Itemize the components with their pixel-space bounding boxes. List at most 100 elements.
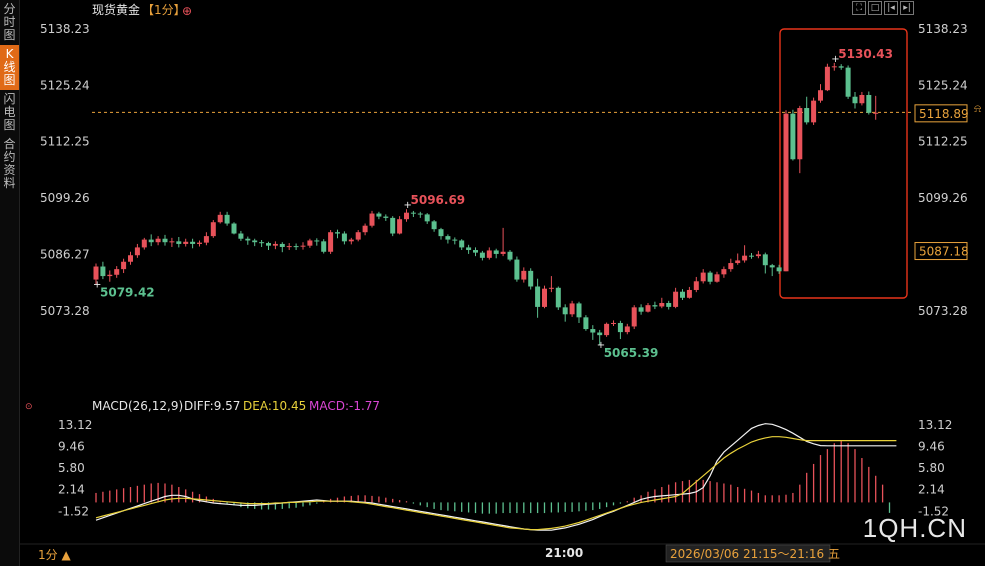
- macd-y-tick-right: 2.14: [918, 483, 945, 497]
- candle-body: [604, 323, 610, 336]
- candle-body: [155, 238, 161, 243]
- candle-body: [528, 270, 534, 287]
- macd-y-tick-left: 9.46: [58, 439, 85, 453]
- tab-timeshare[interactable]: 分时图: [3, 2, 16, 42]
- candle-body: [631, 307, 637, 327]
- candle-body: [141, 239, 147, 248]
- candle-body: [300, 245, 306, 247]
- watermark: 1QH.CN: [862, 513, 967, 543]
- cursor-time-box: [665, 544, 831, 563]
- candle-body: [466, 247, 472, 251]
- candle-body: [873, 112, 879, 114]
- y-tick-right: 5099.26: [918, 191, 968, 205]
- candle-body: [252, 240, 258, 243]
- y-tick-right: 5073.28: [918, 304, 968, 318]
- candle-body: [790, 113, 796, 160]
- candle-body: [548, 287, 554, 289]
- y-tick-left: 5086.27: [40, 247, 90, 261]
- candle-body: [818, 90, 823, 101]
- candle-body: [183, 241, 189, 244]
- candle-body: [797, 108, 803, 160]
- candle-body: [645, 305, 651, 312]
- extreme-marker: +: [93, 279, 101, 290]
- candle-body: [652, 305, 658, 307]
- candle-body: [804, 108, 810, 123]
- candle-body: [148, 239, 154, 243]
- step-back-icon[interactable]: |◂: [884, 1, 898, 15]
- candle-body: [445, 236, 451, 240]
- candle-body: [507, 251, 513, 260]
- chart-title: 现货黄金: [92, 2, 140, 17]
- candle-body: [769, 265, 775, 268]
- candle-body: [707, 272, 713, 282]
- candle-body: [762, 254, 768, 266]
- settings-icon: ⊕: [182, 4, 192, 18]
- candle-body: [114, 269, 120, 275]
- candle-body: [783, 113, 789, 272]
- candle-body: [742, 255, 748, 261]
- candle-body: [266, 243, 271, 246]
- diff-line: [95, 423, 897, 531]
- tab-flash[interactable]: 闪电图: [3, 92, 16, 132]
- candle-body: [576, 303, 582, 318]
- candle-body: [293, 246, 299, 248]
- macd-y-tick-right: 9.46: [918, 439, 945, 453]
- macd-title: MACD(26,12,9): [92, 399, 183, 413]
- expand-icon[interactable]: □: [868, 1, 882, 15]
- candle-body: [590, 329, 596, 333]
- candle-body: [197, 242, 202, 244]
- macd-settings-icon: ⊙: [25, 402, 33, 412]
- candle-body: [224, 214, 230, 224]
- candle-body: [859, 94, 865, 104]
- current-price-box: [914, 104, 968, 123]
- extreme-marker: +: [404, 200, 412, 211]
- candle-body: [134, 247, 140, 256]
- dea-line: [95, 436, 897, 531]
- fullscreen-icon[interactable]: ⛶: [852, 1, 866, 15]
- left-sidebar: 分时图 K线图 闪电图 合约资料: [0, 0, 20, 566]
- candle-body: [638, 307, 644, 312]
- candle-body: [314, 240, 320, 242]
- y-tick-right: 5112.25: [918, 135, 968, 149]
- price-annotation: 5096.69: [411, 193, 466, 207]
- step-forward-icon[interactable]: ▸|: [900, 1, 914, 15]
- secondary-price-label: 5087.18: [919, 245, 969, 259]
- candle-body: [431, 221, 437, 230]
- candle-body: [286, 246, 292, 248]
- candle-body: [383, 216, 389, 218]
- macd-dea-label: DEA:10.45: [243, 399, 306, 413]
- candle-body: [176, 241, 182, 244]
- y-tick-left: 5125.24: [40, 78, 90, 92]
- secondary-price-box: [914, 242, 968, 261]
- candle-body: [362, 225, 368, 233]
- candle-body: [438, 229, 444, 237]
- candle-body: [321, 241, 327, 252]
- cursor-time-label: 2026/03/06 21:15～21:16 五: [670, 547, 840, 561]
- current-price-label: 5118.89: [919, 107, 969, 121]
- candle-body: [245, 238, 251, 241]
- candle-body: [203, 236, 209, 243]
- candle-body: [397, 219, 403, 234]
- candle-body: [824, 66, 830, 91]
- candle-body: [369, 213, 375, 226]
- candle-body: [404, 212, 409, 220]
- candle-body: [617, 322, 623, 333]
- tab-contract-info[interactable]: 合约资料: [3, 137, 16, 190]
- macd-diff-label: DIFF:9.57: [184, 399, 240, 413]
- candle-body: [721, 269, 727, 275]
- macd-y-tick-left: 2.14: [58, 483, 85, 497]
- candle-body: [169, 241, 175, 243]
- candle-body: [686, 289, 692, 298]
- candle-body: [562, 307, 568, 315]
- period-selector: 1分 ▲: [38, 548, 71, 562]
- candle-body: [217, 214, 223, 223]
- candle-body: [162, 238, 168, 243]
- candle-body: [852, 96, 858, 104]
- tab-kline[interactable]: K线图: [0, 45, 19, 90]
- bell-icon: ⍾: [974, 102, 981, 115]
- candle-body: [190, 241, 196, 244]
- candle-body: [666, 302, 672, 307]
- candle-body: [107, 274, 113, 277]
- candle-body: [417, 213, 423, 215]
- y-tick-right: 5125.24: [918, 78, 968, 92]
